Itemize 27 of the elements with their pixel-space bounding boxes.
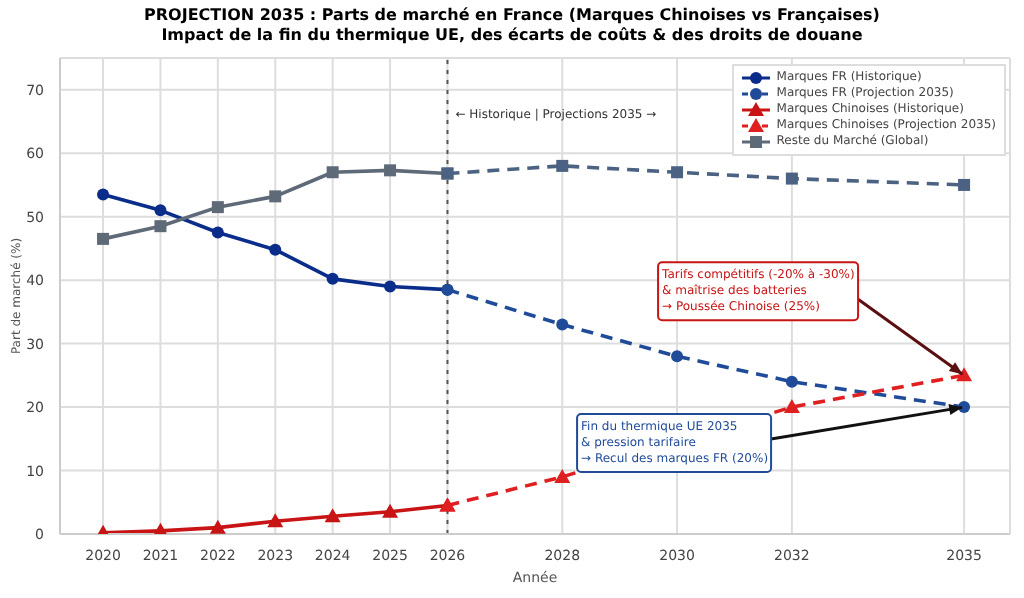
chart-title: PROJECTION 2035 : Parts de marché en France (Marques Chinoises vs Françaises) bbox=[142, 6, 882, 26]
point bbox=[154, 204, 167, 217]
point bbox=[384, 280, 397, 293]
point bbox=[556, 159, 569, 172]
point bbox=[324, 508, 341, 523]
point bbox=[97, 188, 110, 201]
point bbox=[783, 399, 800, 414]
point bbox=[209, 519, 226, 534]
point bbox=[211, 226, 224, 239]
point bbox=[554, 468, 571, 483]
point bbox=[785, 172, 798, 185]
point bbox=[97, 232, 110, 245]
point bbox=[382, 503, 399, 518]
point bbox=[671, 166, 684, 179]
point bbox=[384, 164, 397, 177]
point bbox=[785, 375, 798, 388]
point bbox=[671, 350, 684, 363]
point bbox=[154, 220, 167, 233]
chart-subtitle: Impact de la fin du thermique UE, des écarts de coûts & des droits de douane bbox=[159, 26, 865, 46]
point bbox=[326, 166, 339, 179]
point bbox=[267, 513, 284, 528]
point bbox=[211, 201, 224, 214]
point bbox=[269, 243, 282, 256]
point bbox=[269, 190, 282, 203]
point bbox=[958, 178, 971, 191]
point bbox=[556, 318, 569, 331]
point bbox=[326, 272, 339, 285]
